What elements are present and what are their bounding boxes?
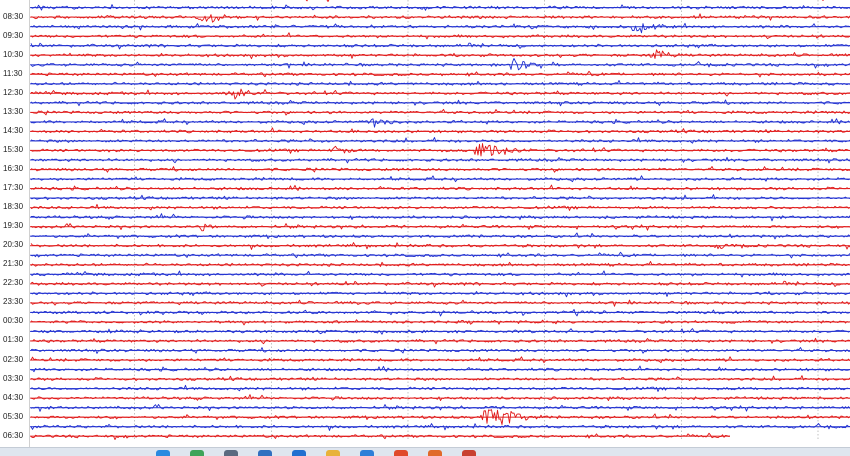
seismic-trace xyxy=(30,80,850,86)
seismic-trace xyxy=(30,337,850,345)
seismic-trace xyxy=(30,242,850,250)
seismic-trace xyxy=(30,394,850,402)
photos-icon[interactable] xyxy=(360,450,374,456)
seismic-trace xyxy=(30,166,850,173)
browser-icon[interactable] xyxy=(394,450,408,456)
hour-label: 21:30 xyxy=(3,259,24,269)
hour-label: 08:30 xyxy=(3,11,24,21)
seismic-trace xyxy=(30,319,850,326)
hour-label: 22:30 xyxy=(3,278,24,288)
seismic-trace xyxy=(30,99,850,107)
seismic-trace xyxy=(30,118,850,128)
seismic-trace xyxy=(305,0,825,2)
seismic-trace xyxy=(30,175,850,183)
seismic-trace xyxy=(30,384,850,392)
mail-icon[interactable] xyxy=(292,450,306,456)
hour-label: 19:30 xyxy=(3,221,24,231)
seismic-trace xyxy=(30,184,850,191)
hour-label: 17:30 xyxy=(3,183,24,193)
seismic-trace xyxy=(30,260,850,267)
seismic-trace xyxy=(30,423,850,431)
seismic-trace xyxy=(30,143,850,157)
time-axis: 08:30 09:30 10:30 11:30 12:30 13:30 14:30 15:30… xyxy=(0,0,30,447)
seismic-trace xyxy=(30,13,850,23)
edge-icon[interactable] xyxy=(156,450,170,456)
seismic-trace xyxy=(30,251,850,259)
seismic-trace xyxy=(30,280,850,288)
hour-label: 14:30 xyxy=(3,125,24,135)
seismic-trace xyxy=(30,299,850,307)
hour-label: 02:30 xyxy=(3,354,24,364)
hour-label: 05:30 xyxy=(3,411,24,421)
hour-label: 20:30 xyxy=(3,240,24,250)
seismic-trace xyxy=(30,270,850,278)
hour-label: 09:30 xyxy=(3,30,24,40)
seismic-trace xyxy=(30,213,850,222)
app-icon[interactable] xyxy=(462,450,476,456)
seismic-trace xyxy=(30,375,850,382)
seismic-trace xyxy=(30,356,850,364)
chrome-icon[interactable] xyxy=(190,450,204,456)
seismic-trace xyxy=(30,88,850,100)
hour-label: 03:30 xyxy=(3,373,24,383)
media-icon[interactable] xyxy=(428,450,442,456)
seismic-trace xyxy=(30,365,850,373)
hour-label: 18:30 xyxy=(3,202,24,212)
hour-label: 13:30 xyxy=(3,106,24,116)
seismic-trace xyxy=(30,432,731,441)
seismic-trace xyxy=(30,32,850,40)
hour-label: 01:30 xyxy=(3,335,24,345)
seismic-trace xyxy=(30,404,850,412)
taskbar xyxy=(0,447,850,456)
hour-label: 10:30 xyxy=(3,49,24,59)
folder-icon[interactable] xyxy=(326,450,340,456)
seismic-trace xyxy=(30,308,850,317)
seismic-trace xyxy=(30,232,850,240)
seismic-trace xyxy=(30,137,850,144)
seismic-trace xyxy=(30,4,850,11)
hour-label: 12:30 xyxy=(3,87,24,97)
hour-label: 15:30 xyxy=(3,144,24,154)
seismic-trace xyxy=(30,194,850,201)
seismic-trace xyxy=(30,409,850,425)
seismic-trace xyxy=(30,203,850,211)
hour-label: 16:30 xyxy=(3,164,24,173)
seismic-trace xyxy=(30,42,850,50)
seismic-trace xyxy=(30,347,850,354)
store-icon[interactable] xyxy=(258,450,272,456)
seismic-trace xyxy=(30,223,850,232)
hour-label: 06:30 xyxy=(3,430,24,440)
seismic-trace xyxy=(30,22,850,34)
seismic-trace xyxy=(30,70,850,78)
seismic-trace xyxy=(30,49,850,60)
hour-label: 23:30 xyxy=(3,297,24,307)
seismic-trace xyxy=(30,328,850,335)
calculator-icon[interactable] xyxy=(224,450,238,456)
seismic-trace xyxy=(30,290,850,298)
hour-label: 11:30 xyxy=(3,68,23,78)
seismic-trace xyxy=(30,156,850,164)
seismic-trace xyxy=(30,58,850,71)
hour-label: 04:30 xyxy=(3,392,24,402)
seismic-trace xyxy=(30,127,850,134)
hour-label: 00:30 xyxy=(3,316,24,326)
seismic-trace xyxy=(30,108,850,116)
